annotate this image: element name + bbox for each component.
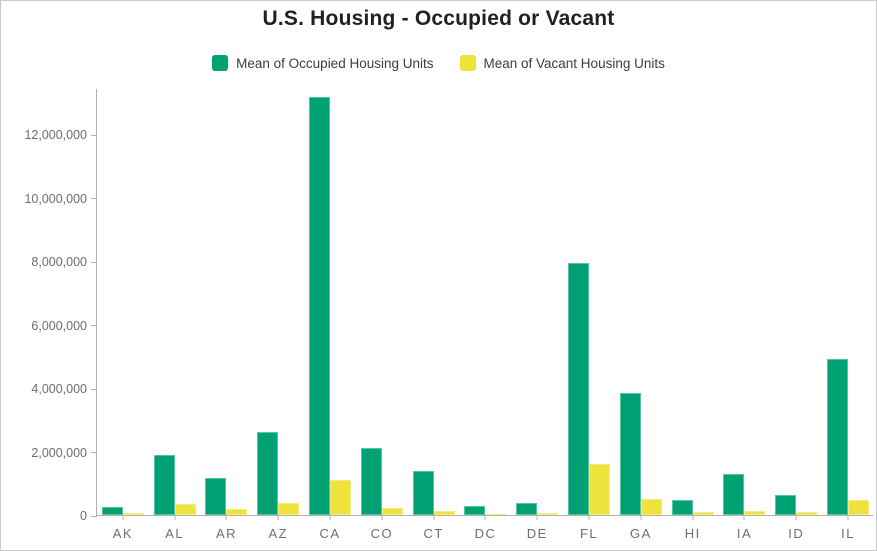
x-axis-label-FL: FL	[579, 526, 599, 541]
bar-group-CA: CA	[304, 89, 356, 541]
bar-group-DC: DC	[460, 89, 512, 541]
x-axis-label-DE: DE	[526, 526, 548, 541]
chart-title: U.S. Housing - Occupied or Vacant	[262, 7, 615, 30]
bar-CA-vacant[interactable]	[330, 480, 352, 515]
y-axis-label-10000000: 10,000,000	[24, 191, 87, 206]
x-axis-tick	[433, 515, 435, 520]
bar-CT-occupied[interactable]	[412, 471, 434, 515]
y-axis-tick	[91, 515, 97, 517]
bar-ID-vacant[interactable]	[796, 512, 818, 515]
bar-HI-vacant[interactable]	[692, 512, 714, 515]
bar-group-IA: IA	[719, 89, 771, 541]
bar-DC-occupied[interactable]	[464, 506, 486, 515]
x-axis-label-CA: CA	[319, 526, 341, 541]
x-axis-tick	[795, 515, 797, 520]
x-axis-label-IL: IL	[841, 526, 855, 541]
bar-CA-occupied[interactable]	[309, 97, 331, 515]
bar-group-AZ: AZ	[252, 89, 304, 541]
y-axis-tick	[91, 388, 97, 390]
y-axis-label-12000000: 12,000,000	[24, 128, 87, 143]
bar-IL-occupied[interactable]	[827, 359, 849, 515]
bar-group-FL: FL	[563, 89, 615, 541]
x-axis-label-ID: ID	[788, 526, 805, 541]
y-axis-label-0: 0	[80, 509, 87, 523]
x-axis-tick	[847, 515, 849, 520]
bar-AL-vacant[interactable]	[174, 504, 196, 515]
bar-group-IL: IL	[822, 89, 874, 541]
bar-AK-occupied[interactable]	[101, 507, 123, 515]
bar-GA-vacant[interactable]	[640, 499, 662, 515]
bar-GA-occupied[interactable]	[619, 393, 641, 515]
y-axis-label-8000000: 8,000,000	[31, 255, 87, 270]
x-axis-tick	[329, 515, 331, 520]
bar-HI-occupied[interactable]	[671, 500, 693, 515]
x-axis-label-GA: GA	[629, 526, 652, 541]
bar-AK-vacant[interactable]	[122, 513, 144, 515]
x-axis-label-CO: CO	[370, 526, 394, 541]
bar-CO-occupied[interactable]	[360, 448, 382, 515]
bar-IA-vacant[interactable]	[744, 511, 766, 515]
plot-area: 0 2,000,000 4,000,000 6,000,000 8,000,000 10,…	[24, 89, 874, 541]
bar-group-AL: AL	[149, 89, 201, 541]
x-axis-tick	[692, 515, 694, 520]
bar-group-ID: ID	[770, 89, 822, 541]
bar-CO-vacant[interactable]	[381, 508, 403, 515]
y-axis-tick	[91, 198, 97, 200]
bar-ID-occupied[interactable]	[775, 495, 797, 515]
x-axis-label-AZ: AZ	[268, 526, 289, 541]
bar-DE-vacant[interactable]	[537, 513, 559, 515]
x-axis-tick	[640, 515, 642, 520]
x-axis-label-AL: AL	[165, 526, 185, 541]
bar-group-GA: GA	[615, 89, 667, 541]
legend-swatch-icon	[212, 55, 229, 71]
legend: Mean of Occupied Housing Units Mean of Va…	[1, 55, 876, 71]
x-axis-label-IA: IA	[736, 526, 753, 541]
x-axis-tick	[381, 515, 383, 520]
bar-group-CT: CT	[408, 89, 460, 541]
x-axis-tick	[536, 515, 538, 520]
x-axis-tick	[588, 515, 590, 520]
y-axis-tick	[91, 325, 97, 327]
bar-group-CO: CO	[356, 89, 408, 541]
y-axis-tick	[91, 261, 97, 263]
bar-FL-occupied[interactable]	[568, 263, 590, 515]
y-axis-label-4000000: 4,000,000	[31, 382, 87, 396]
y-axis-tick	[91, 134, 97, 136]
bar-group-AR: AR	[201, 89, 253, 541]
x-axis-tick	[743, 515, 745, 520]
bar-IL-vacant[interactable]	[848, 500, 870, 515]
bar-AZ-occupied[interactable]	[257, 432, 279, 515]
x-axis-tick	[174, 515, 176, 520]
x-axis-label-CT: CT	[423, 526, 444, 541]
y-axis-label-2000000: 2,000,000	[31, 445, 87, 460]
x-axis-label-DC: DC	[474, 526, 497, 541]
bar-DE-occupied[interactable]	[516, 503, 538, 515]
bar-AZ-vacant[interactable]	[278, 503, 300, 515]
x-axis-tick	[277, 515, 279, 520]
bar-DC-vacant[interactable]	[485, 514, 507, 515]
bar-group-HI: HI	[667, 89, 719, 541]
x-axis-tick	[484, 515, 486, 520]
x-axis-label-HI: HI	[684, 526, 701, 541]
bar-group-DE: DE	[511, 89, 563, 541]
bar-AR-vacant[interactable]	[226, 509, 248, 515]
legend-item-label: Mean of Occupied Housing Units	[236, 55, 434, 71]
y-axis-label-6000000: 6,000,000	[31, 318, 87, 333]
x-axis-tick	[122, 515, 124, 520]
bar-AR-occupied[interactable]	[205, 478, 227, 515]
legend-item-occupied[interactable]: Mean of Occupied Housing Units	[212, 55, 434, 71]
x-axis-label-AR: AR	[215, 526, 238, 541]
legend-item-vacant[interactable]: Mean of Vacant Housing Units	[459, 55, 665, 71]
y-axis-tick	[91, 452, 97, 453]
legend-item-label: Mean of Vacant Housing Units	[483, 55, 665, 71]
legend-swatch-icon	[459, 55, 476, 71]
bar-group-AK: AK	[97, 89, 149, 541]
bar-AL-occupied[interactable]	[153, 455, 175, 515]
bar-FL-vacant[interactable]	[589, 464, 611, 515]
x-axis-label-AK: AK	[112, 526, 134, 541]
bar-CT-vacant[interactable]	[433, 511, 455, 515]
x-axis-tick	[225, 515, 227, 520]
bar-IA-occupied[interactable]	[723, 474, 745, 515]
